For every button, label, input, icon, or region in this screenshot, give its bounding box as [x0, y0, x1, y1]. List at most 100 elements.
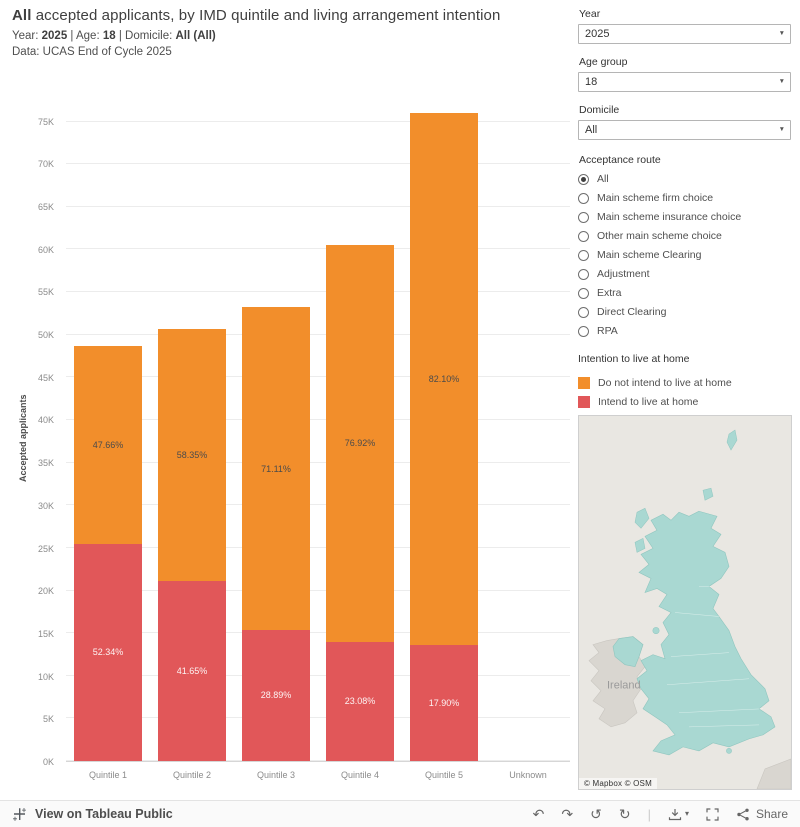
bar-segment[interactable]: 17.90%	[409, 645, 479, 761]
gridline	[66, 376, 570, 378]
gridline	[66, 291, 570, 293]
x-category-label: Quintile 3	[256, 770, 296, 780]
year-filter-label: Year	[579, 8, 601, 20]
redo-icon[interactable]: ↷	[561, 806, 574, 822]
legend-item-intend[interactable]: Intend to live at home	[578, 392, 791, 411]
y-tick-label: 55K	[37, 287, 54, 298]
share-button[interactable]: Share	[736, 808, 788, 821]
gridline	[66, 504, 570, 506]
radio-option-main-scheme-firm-choice[interactable]: Main scheme firm choice	[578, 189, 791, 207]
tableau-logo-icon	[13, 807, 26, 821]
reset-icon[interactable]: ↺	[590, 806, 602, 822]
fullscreen-button[interactable]	[706, 807, 719, 821]
legend: Intention to live at home Do not intend …	[578, 353, 791, 411]
gridline	[66, 120, 570, 122]
bar-segment[interactable]: 71.11%	[241, 307, 311, 630]
bar-segment[interactable]: 23.08%	[325, 641, 395, 761]
uk-map[interactable]: Ireland © Mapbox © OSM	[578, 415, 792, 790]
subtitle-domicile-value: All (All)	[175, 30, 216, 42]
domicile-select[interactable]: All ▼	[578, 120, 791, 140]
radio-icon	[578, 325, 589, 337]
radio-icon	[578, 192, 589, 204]
x-category-label: Quintile 2	[172, 770, 212, 780]
view-on-tableau-public-button[interactable]: View on Tableau Public	[12, 807, 173, 822]
legend-title: Intention to live at home	[578, 353, 690, 365]
y-tick-label: 70K	[37, 159, 54, 170]
view-on-tableau-public-label: View on Tableau Public	[35, 807, 173, 821]
legend-swatch-red	[578, 395, 590, 408]
chevron-down-icon: ▼	[778, 78, 785, 85]
year-filter: Year 2025 ▼	[578, 8, 791, 44]
radio-icon	[578, 211, 589, 223]
map-skye-shape	[634, 537, 646, 553]
undo-icon[interactable]: ↶	[532, 806, 545, 822]
map-attribution[interactable]: © Mapbox © OSM	[579, 778, 657, 789]
bar-pct-label: 41.65%	[176, 666, 208, 677]
bar-segment[interactable]: 52.34%	[73, 543, 143, 761]
radio-option-label: Main scheme insurance choice	[597, 211, 742, 223]
age-group-select[interactable]: 18 ▼	[578, 72, 791, 92]
bar-pct-label: 17.90%	[428, 698, 460, 709]
refresh-icon[interactable]: ↻	[618, 806, 631, 822]
bar-pct-label: 23.08%	[344, 696, 376, 707]
acceptance-route-label: Acceptance route	[579, 154, 661, 166]
bar-column: Unknown	[486, 96, 570, 780]
radio-option-main-scheme-clearing[interactable]: Main scheme Clearing	[578, 246, 791, 264]
bar-segment[interactable]: 41.65%	[157, 581, 227, 761]
bar-pct-label: 82.10%	[428, 374, 460, 385]
domicile-filter-label: Domicile	[579, 104, 620, 116]
radio-option-adjustment[interactable]: Adjustment	[578, 265, 791, 283]
radio-option-all[interactable]: All	[578, 170, 791, 188]
x-category-label: Quintile 4	[340, 770, 380, 780]
map-france-shape	[756, 758, 791, 789]
share-icon	[737, 808, 749, 820]
domicile-select-value: All	[585, 124, 598, 136]
plot-area: 52.34% 47.66% Quintile 1 41.65% 58.35% Quinti…	[66, 96, 570, 780]
bar-pct-label: 28.89%	[260, 690, 292, 701]
legend-item-do-not-intend[interactable]: Do not intend to live at home	[578, 373, 791, 392]
radio-option-rpa[interactable]: RPA	[578, 322, 791, 340]
data-source-note: Data: UCAS End of Cycle 2025	[12, 46, 172, 58]
bar-columns: 52.34% 47.66% Quintile 1 41.65% 58.35% Quinti…	[66, 96, 570, 780]
radio-option-label: Main scheme Clearing	[597, 249, 702, 261]
radio-option-other-main-scheme-choice[interactable]: Other main scheme choice	[578, 227, 791, 245]
bar-segment[interactable]: 82.10%	[409, 113, 479, 646]
download-icon	[668, 808, 682, 820]
y-tick-label: 60K	[37, 244, 54, 255]
gridline	[66, 717, 570, 719]
fullscreen-icon	[706, 807, 719, 821]
radio-icon	[578, 287, 589, 299]
subtitle-domicile-label: | Domicile:	[115, 30, 176, 42]
chart-subtitle: Year: 2025 | Age: 18 | Domicile: All (Al…	[12, 30, 572, 42]
y-tick-label: 50K	[37, 330, 54, 341]
map-great-britain-shape	[636, 510, 776, 756]
map-isle-of-wight-shape	[726, 748, 732, 754]
bar-column: 52.34% 47.66% Quintile 1	[66, 96, 150, 780]
legend-swatch-orange	[578, 376, 590, 389]
map-orkney-shape	[702, 487, 714, 501]
bar-segment[interactable]: 58.35%	[157, 328, 227, 582]
bar-segment[interactable]: 28.89%	[241, 629, 311, 761]
download-button[interactable]: ▾	[668, 808, 689, 821]
y-tick-label: 45K	[37, 372, 54, 383]
radio-option-label: RPA	[597, 325, 618, 337]
y-tick-label: 15K	[37, 628, 54, 639]
subtitle-year-label: Year:	[12, 30, 42, 42]
gridline	[66, 589, 570, 591]
radio-option-direct-clearing[interactable]: Direct Clearing	[578, 303, 791, 321]
radio-option-label: Direct Clearing	[597, 306, 667, 318]
bar-segment[interactable]: 47.66%	[73, 345, 143, 544]
page-title: All accepted applicants, by IMD quintile…	[12, 7, 572, 24]
bar-pct-label: 52.34%	[92, 647, 124, 658]
radio-option-main-scheme-insurance-choice[interactable]: Main scheme insurance choice	[578, 208, 791, 226]
map-county-boundaries	[666, 586, 764, 728]
subtitle-year-value: 2025	[41, 30, 68, 42]
radio-option-extra[interactable]: Extra	[578, 284, 791, 302]
radio-option-label: Adjustment	[597, 268, 650, 280]
toolbar-separator: |	[647, 806, 651, 822]
y-tick-label: 40K	[37, 415, 54, 426]
bar-pct-label: 58.35%	[176, 449, 208, 460]
bar-column: 41.65% 58.35% Quintile 2	[150, 96, 234, 780]
year-select[interactable]: 2025 ▼	[578, 24, 791, 44]
bar-segment[interactable]: 76.92%	[325, 245, 395, 642]
